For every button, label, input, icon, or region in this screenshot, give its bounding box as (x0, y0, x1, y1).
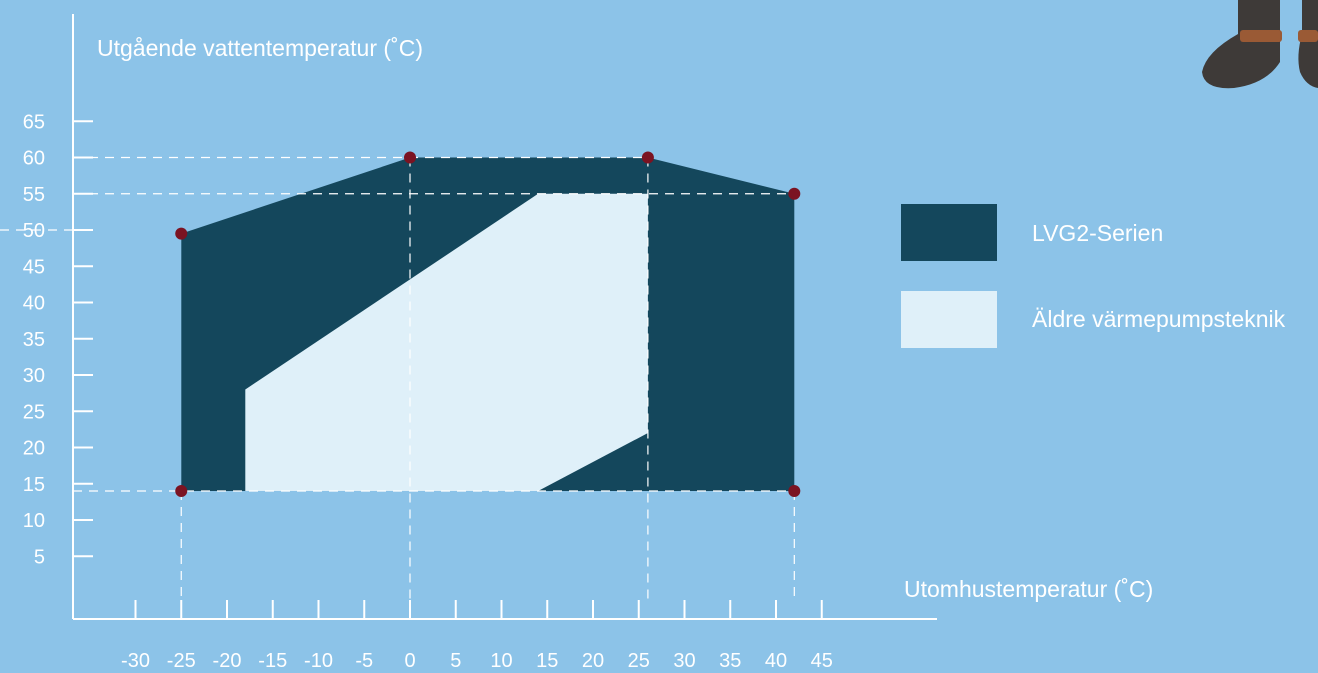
y-tick-label: 5 (34, 546, 45, 568)
area-older-heatpump-tech (245, 193, 648, 492)
y-tick-label: 35 (23, 329, 45, 351)
x-tick-label: -25 (167, 650, 196, 672)
x-tick-label: 45 (811, 650, 833, 672)
legend-label-old: Äldre värmepumpsteknik (1032, 306, 1286, 332)
legend-label-new: LVG2-Serien (1032, 220, 1163, 246)
y-tick-label: 15 (23, 474, 45, 496)
legend: LVG2-Serien Äldre värmepumpsteknik (901, 204, 1286, 348)
x-tick-label: 35 (719, 650, 741, 672)
data-point (175, 485, 188, 497)
y-tick-label: 40 (23, 293, 45, 315)
x-tick-label: 40 (765, 650, 787, 672)
x-tick-label: -15 (258, 650, 287, 672)
x-tick-label: 10 (490, 650, 512, 672)
y-tick-label: 50 (23, 220, 45, 242)
data-point (404, 151, 416, 164)
y-tick-label: 65 (23, 111, 45, 133)
x-tick-label: 5 (450, 650, 461, 672)
y-tick-label: 55 (23, 184, 45, 206)
y-tick-label: 20 (23, 438, 45, 460)
y-tick-label: 25 (23, 401, 45, 423)
x-axis-title: Utomhustemperatur (˚C) (904, 576, 1153, 602)
y-tick-label: 60 (23, 148, 45, 170)
boots-illustration-icon (1202, 0, 1318, 89)
x-tick-label: -10 (304, 650, 333, 672)
data-point (788, 187, 801, 200)
data-point (641, 151, 654, 164)
data-point (788, 485, 801, 497)
y-tick-label: 10 (23, 510, 45, 532)
x-tick-label: -20 (213, 650, 242, 672)
y-axis-title: Utgående vattentemperatur (˚C) (97, 35, 423, 61)
x-tick-label: 0 (404, 650, 415, 672)
x-tick-label: -30 (121, 650, 150, 672)
legend-swatch-old (901, 291, 997, 348)
legend-swatch-new (901, 204, 997, 261)
x-tick-label: 15 (536, 650, 558, 672)
y-tick-label: 30 (23, 365, 45, 387)
x-tick-label: 30 (673, 650, 695, 672)
x-tick-label: -5 (355, 650, 373, 672)
x-tick-label: 20 (582, 650, 604, 672)
data-point (175, 227, 188, 240)
x-tick-label: 25 (628, 650, 650, 672)
y-tick-label: 45 (23, 256, 45, 278)
